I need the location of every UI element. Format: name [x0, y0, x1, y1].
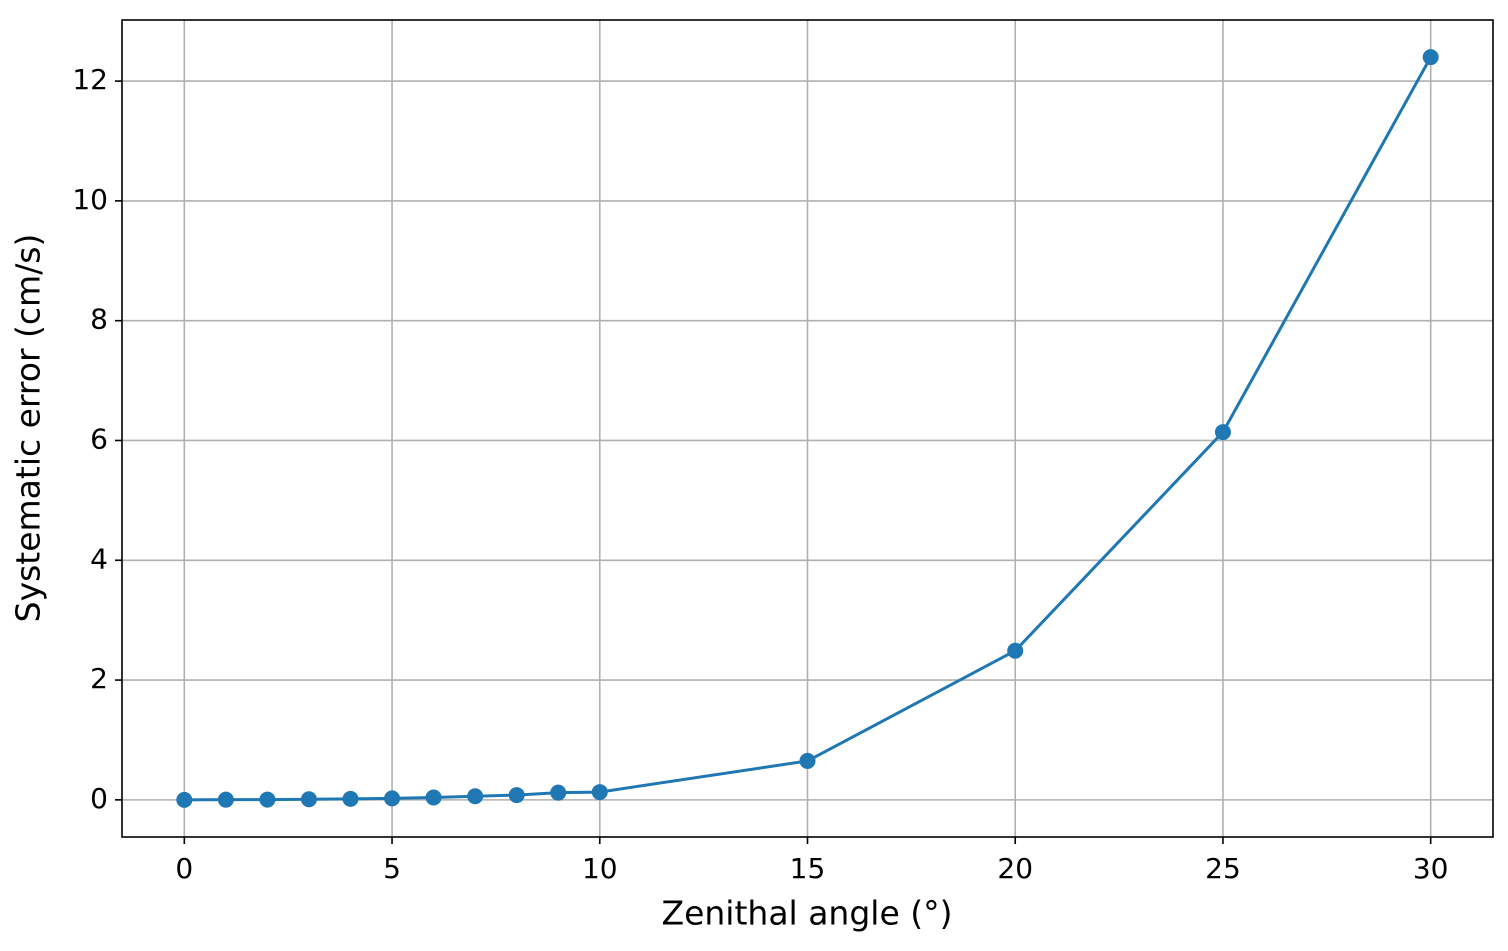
- y-axis-label: Systematic error (cm/s): [9, 234, 48, 623]
- x-axis-label: Zenithal angle (°): [661, 894, 952, 933]
- y-tick-label: 2: [90, 662, 108, 695]
- marker: [384, 790, 401, 807]
- y-tick-label: 0: [90, 782, 108, 815]
- plot-frame: [121, 19, 1494, 838]
- marker: [1422, 49, 1439, 66]
- y-tick-label: 8: [90, 303, 108, 336]
- y-tick-label: 12: [72, 63, 108, 96]
- x-tick-label: 30: [1413, 852, 1449, 885]
- marker: [550, 784, 567, 801]
- x-tick-label: 15: [790, 852, 826, 885]
- y-tick-label: 6: [90, 422, 108, 455]
- marker: [799, 752, 816, 769]
- marker: [176, 791, 193, 808]
- x-tick-label: 20: [997, 852, 1033, 885]
- x-tick-label: 25: [1205, 852, 1241, 885]
- marker: [342, 790, 359, 807]
- x-tick-label: 0: [175, 852, 193, 885]
- marker: [300, 791, 317, 808]
- marker: [217, 791, 234, 808]
- marker: [508, 787, 525, 804]
- marker: [591, 784, 608, 801]
- y-tick-label: 4: [90, 542, 108, 575]
- x-tick-label: 10: [582, 852, 618, 885]
- marker: [1007, 642, 1024, 659]
- x-tick-label: 5: [383, 852, 401, 885]
- marker: [1214, 424, 1231, 441]
- marker: [467, 788, 484, 805]
- y-tick-label: 10: [72, 183, 108, 216]
- marker: [259, 791, 276, 808]
- marker: [425, 789, 442, 806]
